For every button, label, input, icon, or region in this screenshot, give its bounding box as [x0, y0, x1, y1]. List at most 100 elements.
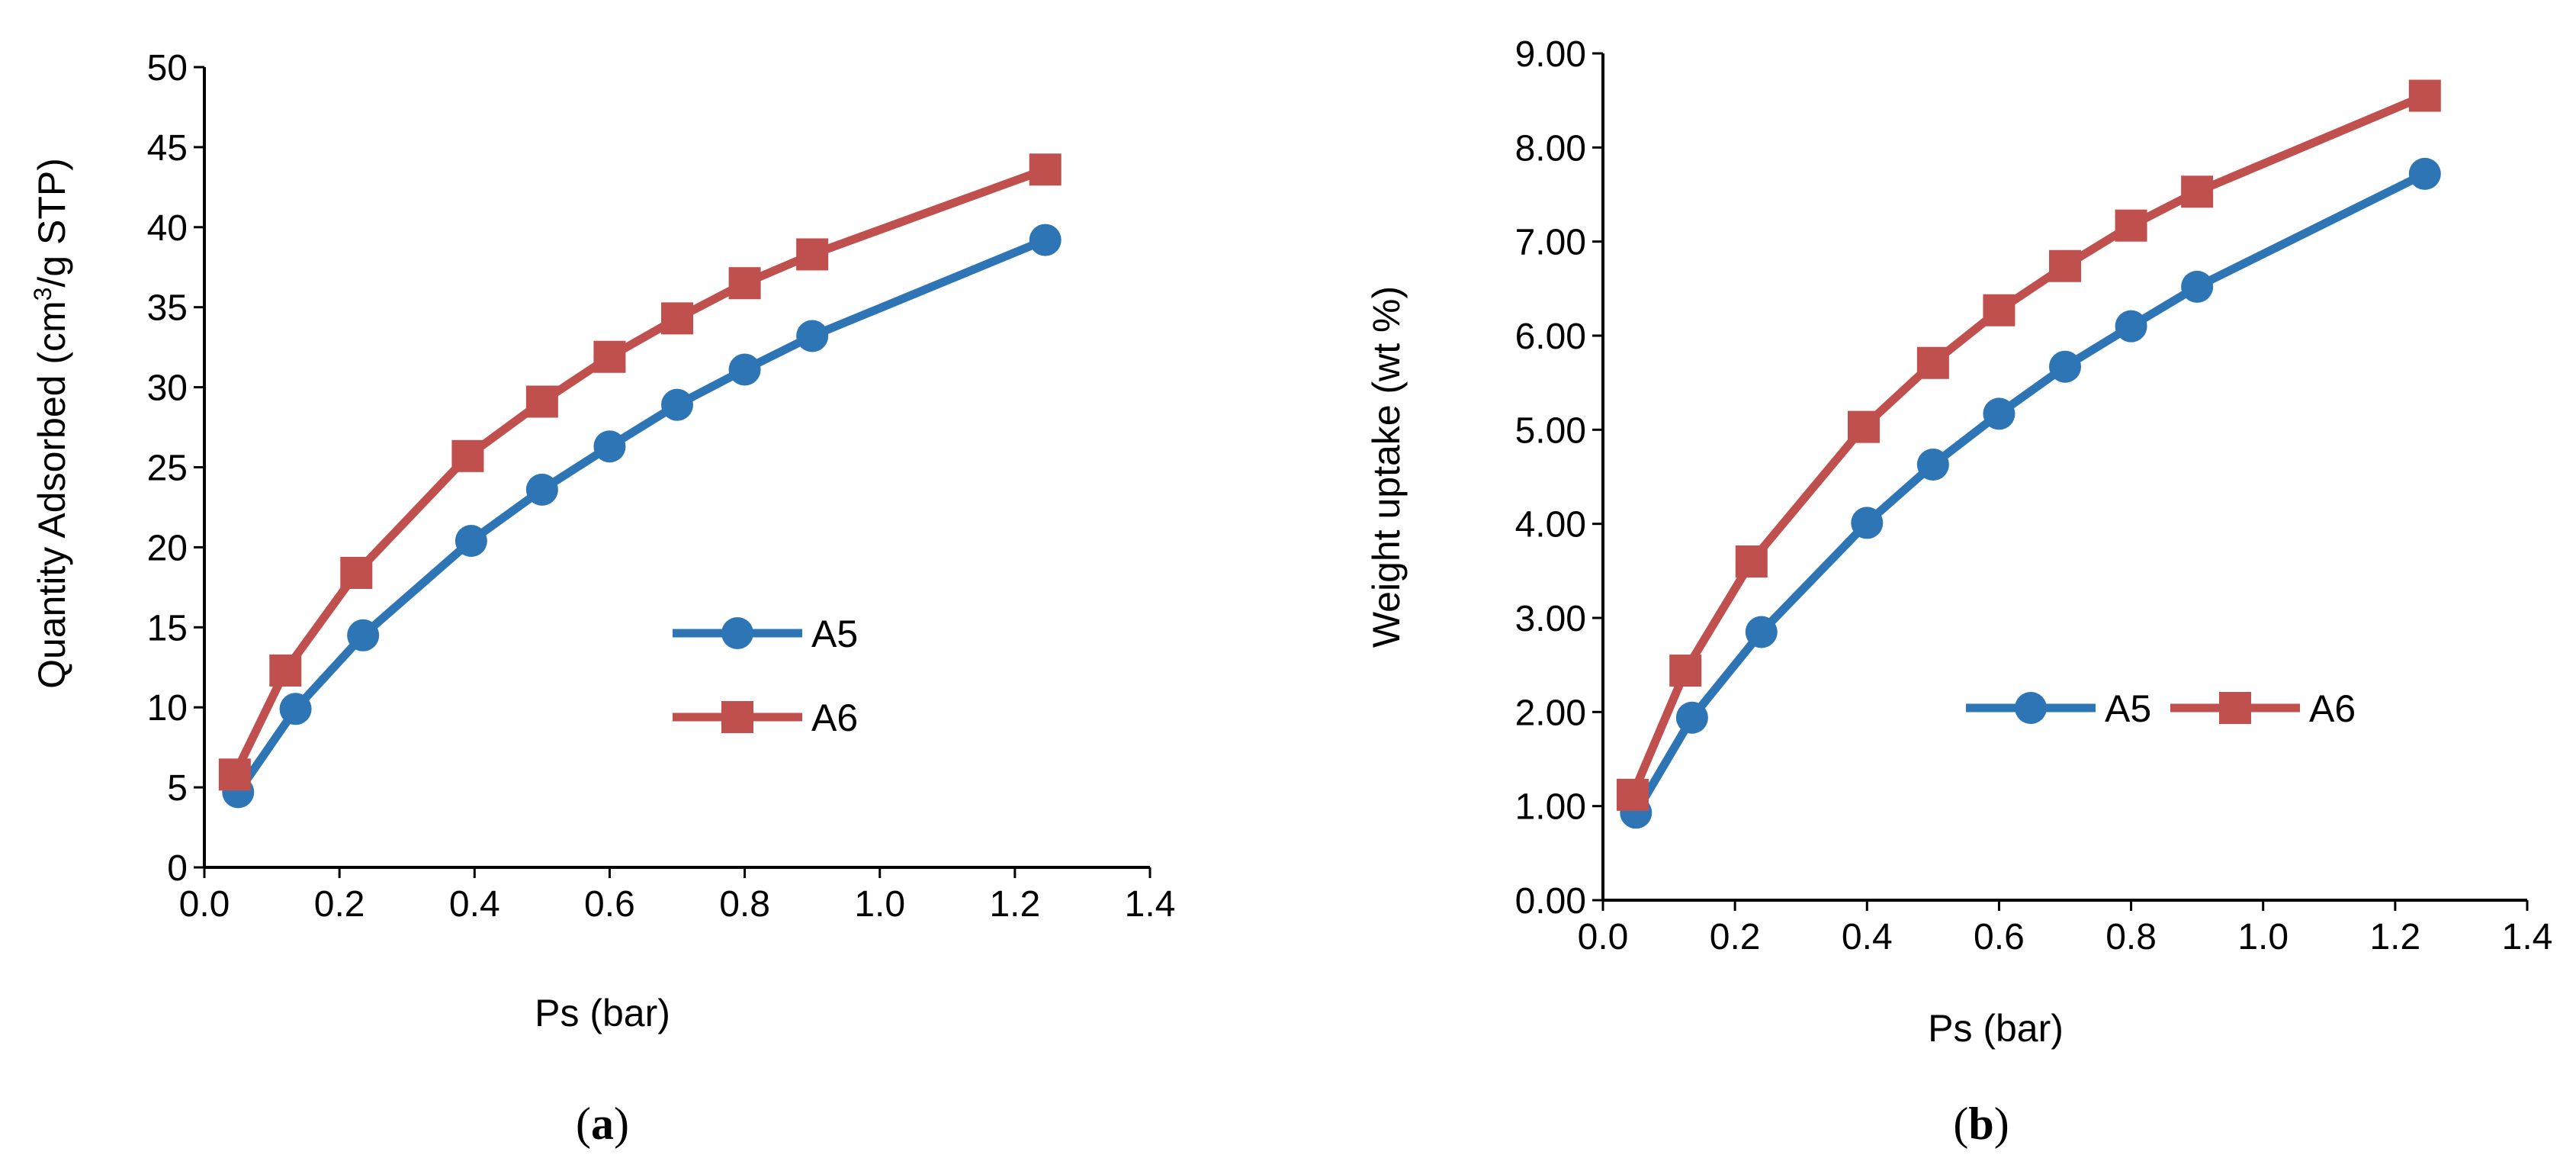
chart-a-series-a6-point — [525, 385, 558, 418]
chart-a-series-a5-line — [234, 236, 1047, 795]
chart-b-y-axis-title: Weight uptake (wt %) — [1365, 286, 1408, 648]
chart-a-y-tick-label: 35 — [147, 288, 188, 329]
chart-a-series-a6-point — [269, 654, 302, 687]
chart-b-legend-a6-label: A6 — [2309, 687, 2356, 730]
chart-a: 0.0 0.2 0.4 0.6 0.8 1.0 1.2 1.4 0 5 10 15 20 25 30 35 40… — [29, 48, 1175, 1149]
chart-b-y-tick-label: 2.00 — [1515, 693, 1586, 733]
chart-a-x-tick-label: 0.8 — [719, 884, 770, 925]
chart-b-series-a6-line — [1628, 92, 2427, 797]
chart-a-axes: 0.0 0.2 0.4 0.6 0.8 1.0 1.2 1.4 0 5 10 15 20 25 30 35 40… — [147, 48, 1176, 925]
chart-a-panel-label: (a) — [576, 1099, 629, 1149]
chart-b-series-a5-point — [2049, 350, 2081, 383]
chart-b-series-a5-line — [1632, 169, 2427, 816]
chart-b-series-a5-point — [2115, 310, 2147, 343]
chart-a-legend: A5 A6 — [673, 613, 858, 739]
chart-b-series-a5-point — [1983, 397, 2016, 430]
chart-b-series-a6-point — [2115, 209, 2147, 242]
chart-b-y-tick-label: 6.00 — [1515, 317, 1586, 357]
chart-b-series-a5-point — [2408, 157, 2441, 190]
chart-b-legend-a6-marker — [2219, 692, 2251, 724]
chart-b-series-a6-point — [1916, 346, 1949, 379]
chart-a-y-tick-label: 40 — [147, 208, 188, 249]
chart-a-series-a6-point — [1029, 153, 1062, 186]
chart-b-panel-label: (b) — [1953, 1099, 2009, 1149]
chart-b-series-a6-point — [1616, 778, 1649, 811]
chart-b-series-a6-point — [1735, 545, 1768, 577]
chart-b-y-tick-label: 7.00 — [1515, 223, 1586, 263]
chart-a-legend-a5-marker — [721, 617, 753, 649]
chart-a-x-tick-label: 0.6 — [584, 884, 635, 925]
chart-a-legend-a6-label: A6 — [811, 696, 858, 739]
chart-b-y-tick-label: 4.00 — [1515, 505, 1586, 545]
chart-b-legend-item-a5: A5 — [1966, 687, 2151, 730]
chart-a-series-a5-point — [347, 619, 380, 651]
chart-a-x-tick-label: 0.4 — [449, 884, 500, 925]
chart-a-legend-item-a6: A6 — [673, 696, 858, 739]
chart-b-series-a6-point — [1983, 294, 2016, 327]
chart-a-x-tick-label: 1.0 — [854, 884, 905, 925]
chart-a-series-a5-point — [279, 693, 312, 725]
chart-a-series — [218, 153, 1062, 809]
chart-b-series-a5-point — [1745, 616, 1778, 648]
chart-a-x-tick-label: 1.4 — [1125, 884, 1176, 925]
chart-a-series-a6-point — [796, 238, 829, 271]
chart-a-series-a5-point — [1029, 224, 1062, 256]
chart-a-series-a5-point — [525, 473, 558, 506]
chart-a-y-tick-label: 20 — [147, 528, 188, 568]
chart-a-series-a5-point — [728, 353, 761, 386]
chart-a-y-tick-label: 45 — [147, 128, 188, 169]
chart-b-legend: A5 A6 — [1966, 687, 2356, 730]
chart-a-x-axis-title: Ps (bar) — [535, 992, 670, 1034]
chart-b-y-tick-label: 3.00 — [1515, 599, 1586, 639]
chart-b-series-a6-point — [1847, 410, 1880, 443]
chart-b-x-tick-label: 1.4 — [2502, 917, 2553, 957]
chart-b-series-a6-point — [2049, 249, 2081, 282]
chart-a-y-tick-label: 10 — [147, 688, 188, 729]
chart-b-y-tick-label: 5.00 — [1515, 410, 1586, 451]
chart-a-series-a6-point — [661, 302, 693, 335]
chart-b-series-a6-point — [2181, 175, 2214, 208]
chart-a-series-a6-line — [230, 166, 1047, 777]
chart-a-legend-a5-label: A5 — [811, 613, 858, 655]
chart-a-y-tick-label: 0 — [167, 848, 188, 889]
chart-b-x-tick-label: 0.6 — [1974, 917, 2025, 957]
chart-a-y-tick-label: 30 — [147, 368, 188, 409]
chart-b-legend-item-a6: A6 — [2170, 687, 2356, 730]
chart-a-legend-item-a5: A5 — [673, 613, 858, 655]
chart-b-x-tick-label: 0.0 — [1578, 917, 1629, 957]
chart-a-x-tick-label: 0.2 — [314, 884, 365, 925]
chart-a-y-axis-title: Quantity Adsorbed (cm3/g STP) — [29, 158, 73, 689]
chart-b-x-axis-title: Ps (bar) — [1928, 1007, 2064, 1050]
chart-a-y-tick-label: 50 — [147, 48, 188, 88]
chart-b-series — [1616, 79, 2441, 829]
chart-b-axes: 0.0 0.2 0.4 0.6 0.8 1.0 1.2 1.4 0.00 1.00 2.00 3.00… — [1515, 34, 2553, 957]
chart-b-series-a5-point — [1916, 448, 1949, 481]
chart-b-y-tick-label: 0.00 — [1515, 881, 1586, 922]
chart-b-x-tick-label: 0.8 — [2105, 917, 2157, 957]
chart-b-series-a5-point — [1675, 701, 1708, 734]
chart-a-legend-a6-marker — [721, 701, 753, 733]
chart-a-x-tick-label: 1.2 — [989, 884, 1040, 925]
chart-a-y-tick-label: 15 — [147, 608, 188, 648]
chart-b-series-a5-point — [2181, 270, 2214, 303]
chart-a-series-a6-point — [218, 758, 251, 791]
chart-b-y-tick-label: 1.00 — [1515, 787, 1586, 828]
chart-b-x-tick-label: 0.2 — [1710, 917, 1761, 957]
chart-b-x-tick-label: 1.0 — [2237, 917, 2289, 957]
chart-b-y-tick-label: 8.00 — [1515, 128, 1586, 169]
chart-a-series-a6-point — [593, 340, 626, 373]
chart-b-legend-a5-label: A5 — [2105, 687, 2151, 730]
chart-a-series-a6-point — [340, 556, 373, 589]
chart-a-y-tick-label: 5 — [167, 768, 188, 809]
chart-a-series-a6-point — [451, 439, 484, 472]
chart-b-x-tick-label: 1.2 — [2369, 917, 2420, 957]
chart-a-y-axis-title-superscript: 3 — [29, 288, 56, 301]
chart-a-series-a5-point — [454, 525, 487, 558]
chart-a-y-tick-label: 25 — [147, 449, 188, 489]
chart-b-series-a6-point — [2408, 79, 2441, 112]
chart-a-series-a5-point — [593, 430, 626, 463]
chart-b-series-a5-point — [1851, 507, 1884, 539]
chart-b-x-tick-label: 0.4 — [1842, 917, 1893, 957]
chart-a-series-a5-point — [796, 320, 829, 352]
